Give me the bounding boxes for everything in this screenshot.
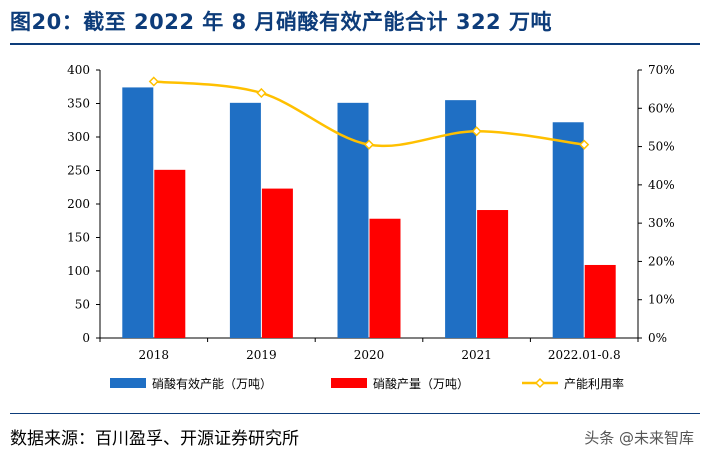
production-bar	[154, 169, 186, 338]
x-tick-label: 2021	[461, 348, 492, 362]
left-tick-label: 0	[82, 331, 90, 345]
left-tick-label: 400	[67, 63, 90, 77]
chart-title: 图20：截至 2022 年 8 月硝酸有效产能合计 322 万吨	[10, 10, 552, 34]
legend-capacity-swatch	[110, 378, 146, 388]
legend-capacity-label: 硝酸有效产能（万吨）	[152, 376, 272, 391]
capacity-bar	[337, 102, 369, 338]
left-tick-label: 300	[67, 130, 90, 144]
production-bar	[584, 264, 616, 338]
source-note: 数据来源：百川盈孚、开源证券研究所	[10, 429, 299, 449]
chart-axes: 0 50 100 150 200 250 300 350 400 0% 10% 20% 30% 40% 50…	[67, 63, 675, 362]
x-tick-label: 2019	[246, 348, 277, 362]
right-tick-label: 20%	[648, 254, 675, 268]
production-bar	[369, 218, 401, 338]
utilization-point	[471, 126, 482, 137]
capacity-bar	[122, 87, 154, 338]
right-tick-label: 60%	[648, 101, 675, 115]
capacity-bar	[445, 100, 477, 339]
right-tick-label: 40%	[648, 178, 675, 192]
utilization-point	[363, 139, 375, 150]
capacity-bar	[229, 102, 261, 338]
right-tick-label: 50%	[648, 140, 675, 154]
left-tick-label: 250	[67, 164, 90, 178]
legend-production-label: 硝酸产量（万吨）	[373, 376, 469, 391]
left-tick-label: 350	[67, 97, 90, 111]
x-tick-label: 2022.01-0.8	[548, 348, 621, 362]
utilization-point	[579, 139, 590, 150]
left-tick-label: 50	[75, 298, 90, 312]
left-tick-label: 100	[67, 264, 90, 278]
chart-line	[148, 76, 590, 150]
legend-utilization-marker	[534, 377, 546, 389]
legend-utilization-label: 产能利用率	[564, 376, 624, 391]
right-tick-label: 30%	[648, 216, 675, 230]
chart-legend: 硝酸有效产能（万吨） 硝酸产量（万吨） 产能利用率	[110, 376, 624, 391]
utilization-point	[256, 87, 267, 99]
right-tick-label: 10%	[648, 293, 675, 307]
utilization-line	[153, 80, 585, 148]
source-rule	[10, 413, 700, 414]
chart-bars	[122, 87, 616, 339]
capacity-bar	[552, 122, 584, 338]
x-tick-label: 2018	[139, 348, 170, 362]
chart: 0 50 100 150 200 250 300 350 400 0% 10% 20% 30% 40% 50…	[67, 63, 675, 391]
utilization-point	[148, 76, 159, 87]
production-bar	[477, 210, 509, 338]
production-bar	[261, 188, 293, 338]
left-tick-label: 200	[67, 197, 90, 211]
x-tick-label: 2020	[354, 348, 385, 362]
right-tick-label: 0%	[648, 331, 667, 345]
right-tick-label: 70%	[648, 63, 675, 77]
title-underline	[10, 43, 700, 45]
legend-production-swatch	[331, 378, 367, 388]
watermark: 头条 @未来智库	[584, 429, 694, 447]
left-tick-label: 150	[67, 231, 90, 245]
